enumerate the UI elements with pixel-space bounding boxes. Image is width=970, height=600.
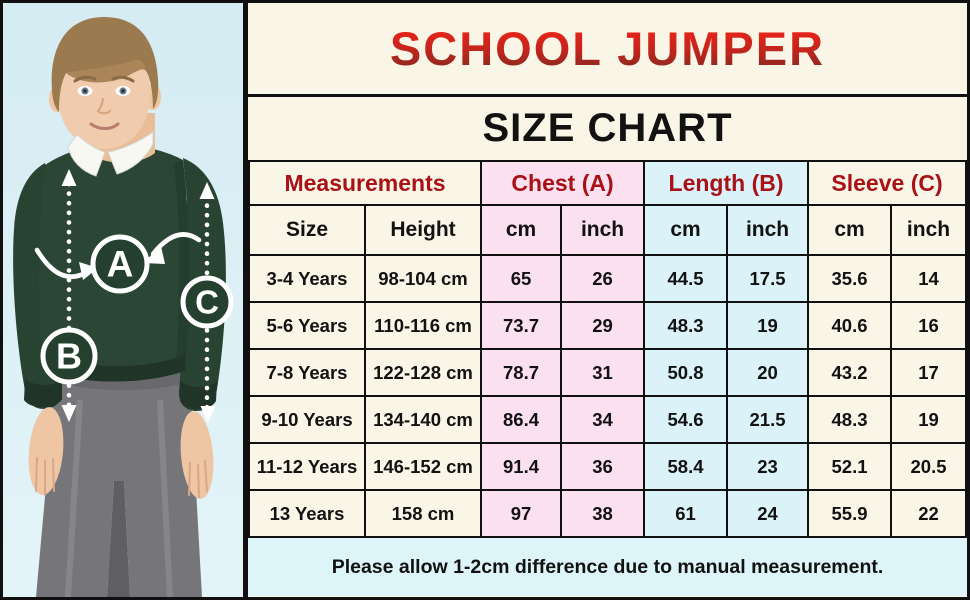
table-row: 13 Years 158 cm 97 38 61 24 55.9 22: [248, 489, 967, 538]
subheader-sleeve-cm: cm: [807, 204, 893, 256]
cell-size: 3-4 Years: [248, 254, 366, 303]
cell-length-inch: 23: [726, 442, 810, 491]
cell-height: 122-128 cm: [363, 348, 483, 397]
table-row: 3-4 Years 98-104 cm 65 26 44.5 17.5 35.6 14: [248, 254, 967, 303]
cell-sleeve-inch: 19: [890, 395, 967, 444]
size-table-body: 3-4 Years 98-104 cm 65 26 44.5 17.5 35.6 14 5-6 …: [248, 254, 967, 538]
cell-sleeve-cm: 43.2: [807, 348, 893, 397]
cell-size: 13 Years: [248, 489, 366, 538]
cell-chest-cm: 97: [480, 489, 563, 538]
cell-length-inch: 20: [726, 348, 810, 397]
size-chart-panel: SCHOOL JUMPER SIZE CHART Measurements Ch…: [243, 3, 967, 597]
cell-sleeve-inch: 20.5: [890, 442, 967, 491]
length-arrow-b: B: [40, 169, 98, 422]
cell-length-cm: 54.6: [643, 395, 729, 444]
size-table: Measurements Chest (A) Length (B) Sleeve…: [247, 160, 967, 538]
group-header-row: Measurements Chest (A) Length (B) Sleeve…: [247, 160, 967, 206]
cell-chest-inch: 26: [560, 254, 646, 303]
footer-note: Please allow 1-2cm difference due to man…: [248, 538, 967, 596]
cell-height: 110-116 cm: [363, 301, 483, 350]
cell-sleeve-inch: 22: [890, 489, 967, 538]
cell-length-inch: 17.5: [726, 254, 810, 303]
subheader-chest-inch: inch: [560, 204, 646, 256]
cell-length-cm: 58.4: [643, 442, 729, 491]
product-photo: B C A: [3, 3, 243, 597]
cell-sleeve-cm: 40.6: [807, 301, 893, 350]
header-chest: Chest (A): [480, 160, 646, 206]
table-row: 5-6 Years 110-116 cm 73.7 29 48.3 19 40.6 16: [248, 301, 967, 350]
table-row: 11-12 Years 146-152 cm 91.4 36 58.4 23 52.1 20.…: [248, 442, 967, 491]
subheader-sleeve-inch: inch: [890, 204, 967, 256]
cell-chest-inch: 31: [560, 348, 646, 397]
hands: [28, 407, 214, 499]
cell-sleeve-cm: 35.6: [807, 254, 893, 303]
footer-note-text: Please allow 1-2cm difference due to man…: [331, 555, 884, 578]
subheader-length-cm: cm: [643, 204, 729, 256]
sleeve-arrow-c: C: [180, 182, 234, 423]
cell-height: 134-140 cm: [363, 395, 483, 444]
shirt-collar: [67, 131, 154, 177]
table-row: 7-8 Years 122-128 cm 78.7 31 50.8 20 43.2 17: [248, 348, 967, 397]
measurement-annotations: B C A: [34, 169, 234, 423]
table-row: 9-10 Years 134-140 cm 86.4 34 54.6 21.5 48.3 19: [248, 395, 967, 444]
cell-length-cm: 48.3: [643, 301, 729, 350]
cell-chest-cm: 91.4: [480, 442, 563, 491]
cell-length-cm: 44.5: [643, 254, 729, 303]
cell-sleeve-inch: 14: [890, 254, 967, 303]
cell-chest-inch: 36: [560, 442, 646, 491]
boy-in-jumper-illustration: B C A: [3, 3, 243, 597]
subheader-chest-cm: cm: [480, 204, 563, 256]
cell-size: 5-6 Years: [248, 301, 366, 350]
cell-chest-inch: 29: [560, 301, 646, 350]
chest-label: A: [107, 244, 134, 285]
cell-sleeve-cm: 48.3: [807, 395, 893, 444]
cell-length-cm: 61: [643, 489, 729, 538]
cell-length-inch: 24: [726, 489, 810, 538]
cell-chest-cm: 73.7: [480, 301, 563, 350]
subtitle-bar: SIZE CHART: [248, 97, 967, 160]
length-label: B: [56, 336, 82, 377]
cell-size: 7-8 Years: [248, 348, 366, 397]
subheader-length-inch: inch: [726, 204, 810, 256]
cell-chest-inch: 38: [560, 489, 646, 538]
chest-arrow-a: A: [34, 232, 202, 294]
cell-sleeve-cm: 52.1: [807, 442, 893, 491]
page-subtitle: SIZE CHART: [482, 106, 733, 150]
header-sleeve: Sleeve (C): [807, 160, 967, 206]
cell-sleeve-inch: 16: [890, 301, 967, 350]
header-measurements: Measurements: [247, 160, 483, 206]
cell-chest-inch: 34: [560, 395, 646, 444]
title-bar: SCHOOL JUMPER: [248, 3, 967, 97]
cell-length-inch: 21.5: [726, 395, 810, 444]
cell-size: 9-10 Years: [248, 395, 366, 444]
subheader-height: Height: [363, 204, 483, 256]
cell-chest-cm: 65: [480, 254, 563, 303]
cell-chest-cm: 78.7: [480, 348, 563, 397]
sleeve-label: C: [195, 284, 219, 321]
sub-header-row: Size Height cm inch cm inch cm inch: [248, 204, 967, 256]
subheader-size: Size: [248, 204, 366, 256]
cell-sleeve-cm: 55.9: [807, 489, 893, 538]
page-title: SCHOOL JUMPER: [389, 22, 826, 75]
cell-length-inch: 19: [726, 301, 810, 350]
cell-chest-cm: 86.4: [480, 395, 563, 444]
cell-sleeve-inch: 17: [890, 348, 967, 397]
cell-height: 98-104 cm: [363, 254, 483, 303]
cell-size: 11-12 Years: [248, 442, 366, 491]
header-length: Length (B): [643, 160, 810, 206]
cell-height: 146-152 cm: [363, 442, 483, 491]
cell-length-cm: 50.8: [643, 348, 729, 397]
cell-height: 158 cm: [363, 489, 483, 538]
